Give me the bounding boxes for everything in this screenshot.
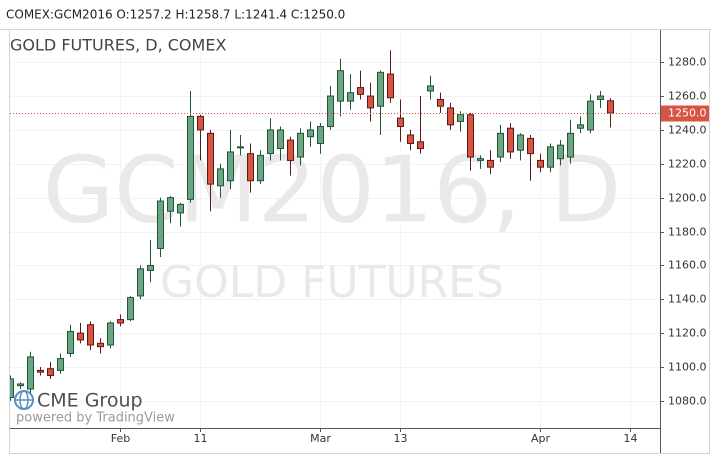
candle-body xyxy=(27,356,34,390)
y-tick-label: 1160.0 xyxy=(668,259,707,272)
candle-body xyxy=(567,132,574,158)
frame xyxy=(9,29,710,454)
candle-body xyxy=(337,70,344,102)
candle-body xyxy=(377,71,384,107)
candle-body xyxy=(177,203,184,214)
candle-body xyxy=(417,141,424,150)
watermark: GCM2016, D GOLD FUTURES xyxy=(43,136,621,308)
y-tick-label: 1200.0 xyxy=(668,192,707,205)
candle-body xyxy=(517,134,524,151)
candle-body xyxy=(207,132,214,185)
candle-body xyxy=(147,264,154,271)
candle-body xyxy=(507,127,514,153)
chart-title: GOLD FUTURES, D, COMEX xyxy=(10,36,226,55)
candle-body xyxy=(427,85,434,92)
candle-body xyxy=(547,146,554,168)
overlay: 1080.0 1100.0 1120.0 1140.0 1160.0 1180.0 1200… xyxy=(10,56,709,445)
candle-body xyxy=(467,114,474,158)
candle-body xyxy=(487,159,494,168)
candle-body xyxy=(347,92,354,102)
candle-body xyxy=(407,134,414,144)
candle-body xyxy=(187,115,194,200)
last-price-label: 1250.0 xyxy=(668,107,707,120)
candle-body xyxy=(457,114,464,122)
y-tick-label: 1140.0 xyxy=(668,293,707,306)
candle-body xyxy=(157,200,164,249)
candle-body xyxy=(387,73,394,99)
candle-body xyxy=(67,330,74,354)
candle-body xyxy=(307,129,314,138)
candle-body xyxy=(537,159,544,168)
last-price-box xyxy=(661,105,709,122)
candle-body xyxy=(117,319,124,324)
candle-body xyxy=(37,369,44,373)
candle-body xyxy=(137,268,144,297)
y-tick-label: 1100.0 xyxy=(668,361,707,374)
candle-body xyxy=(327,95,334,128)
candle-body xyxy=(527,137,534,155)
candle-body xyxy=(367,95,374,109)
logo-tagline: powered by TradingView xyxy=(16,411,175,426)
y-tick-label: 1120.0 xyxy=(668,327,707,340)
candle-body xyxy=(607,100,614,114)
watermark-symbol: GCM2016, D xyxy=(43,136,621,243)
header: COMEX:GCM2016 O:1257.2 H:1258.7 L:1241.4… xyxy=(6,8,345,22)
logo: CME Group powered by TradingView xyxy=(14,390,175,426)
candle-body xyxy=(297,132,304,158)
candle-body xyxy=(397,117,404,128)
candle-body xyxy=(587,100,594,131)
candle-body xyxy=(57,358,64,371)
y-tick-label: 1260.0 xyxy=(668,90,707,103)
candle-body xyxy=(317,126,324,144)
candle-body xyxy=(77,332,84,341)
candle-body xyxy=(287,139,294,161)
x-tick-label: 14 xyxy=(624,432,638,445)
candle-body xyxy=(247,153,254,182)
candle-body xyxy=(557,144,564,160)
x-tick-label: 11 xyxy=(194,432,208,445)
candle-body xyxy=(227,151,234,182)
x-tick-label: Feb xyxy=(111,432,130,445)
candle-body xyxy=(497,132,504,158)
candle-body xyxy=(267,129,274,155)
candle-body xyxy=(237,146,244,149)
candles xyxy=(10,50,614,401)
candle-body xyxy=(437,98,444,107)
candle-body xyxy=(127,297,134,321)
candle-body xyxy=(477,158,484,161)
candle-body xyxy=(97,342,104,348)
candle-body xyxy=(217,168,224,187)
candle-body xyxy=(257,154,264,182)
y-tick-label: 1240.0 xyxy=(668,124,707,137)
candle-body xyxy=(17,383,24,387)
y-tick-label: 1280.0 xyxy=(668,56,707,69)
x-tick-label: Mar xyxy=(310,432,331,445)
candle-body xyxy=(577,124,584,129)
candle-body xyxy=(87,324,94,346)
candle-body xyxy=(10,378,14,399)
x-tick-label: 13 xyxy=(394,432,408,445)
candle-body xyxy=(167,197,174,212)
logo-name: CME Group xyxy=(37,390,143,412)
x-tick-label: Apr xyxy=(531,432,551,445)
watermark-description: GOLD FUTURES xyxy=(160,257,504,308)
candle-body xyxy=(357,87,364,95)
candle-body xyxy=(597,95,604,100)
candle-body xyxy=(107,322,114,346)
y-tick-label: 1080.0 xyxy=(668,395,707,408)
candle-body xyxy=(447,107,454,126)
candle-body xyxy=(197,115,204,131)
grid xyxy=(10,30,660,428)
candle-body xyxy=(277,129,284,150)
y-tick-label: 1180.0 xyxy=(668,226,707,239)
y-tick-label: 1220.0 xyxy=(668,158,707,171)
candle-body xyxy=(47,368,54,376)
